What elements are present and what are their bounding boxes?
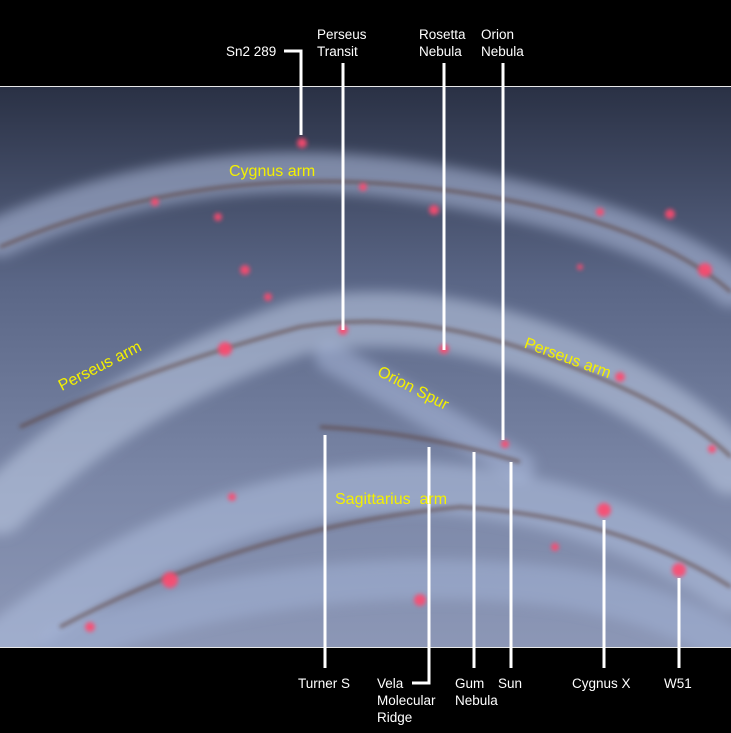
arm-label-sagittarius: Sagittarius arm [335,491,448,508]
label-line: Nebula [455,693,498,708]
arm-label-cygnus: Cygnus arm [229,163,316,180]
label-line: Rosetta [419,27,466,42]
label-w51: W51 [664,676,692,691]
label-vela-molecular-ridge: Vela Molecular Ridge [377,675,436,726]
label-cygnus-x: Cygnus X [572,676,631,691]
label-line: Nebula [419,44,462,59]
label-line: Nebula [481,44,524,59]
orion-spur-band [315,342,535,482]
label-sn2-289: Sn2 289 [226,44,277,59]
label-gum-nebula: Gum Nebula [455,675,498,709]
image-top-border [0,86,731,87]
label-line: Transit [317,44,358,59]
label-orion-nebula: Orion Nebula [481,26,524,60]
label-perseus-transit: Perseus Transit [317,26,367,60]
label-line: Orion [481,27,515,42]
image-bottom-border [0,647,731,648]
label-sun: Sun [498,676,523,691]
label-line: Perseus [317,27,367,42]
label-rosetta-nebula: Rosetta Nebula [419,26,466,60]
label-turner-s: Turner S [298,676,351,691]
label-line: Ridge [377,710,413,725]
label-line: Molecular [377,693,436,708]
label-line: Gum [455,676,485,691]
sagittarius-arm-band [0,461,731,647]
nebula-spots [85,138,716,632]
label-line: Vela [377,676,404,691]
milky-way-illustration [0,87,731,647]
